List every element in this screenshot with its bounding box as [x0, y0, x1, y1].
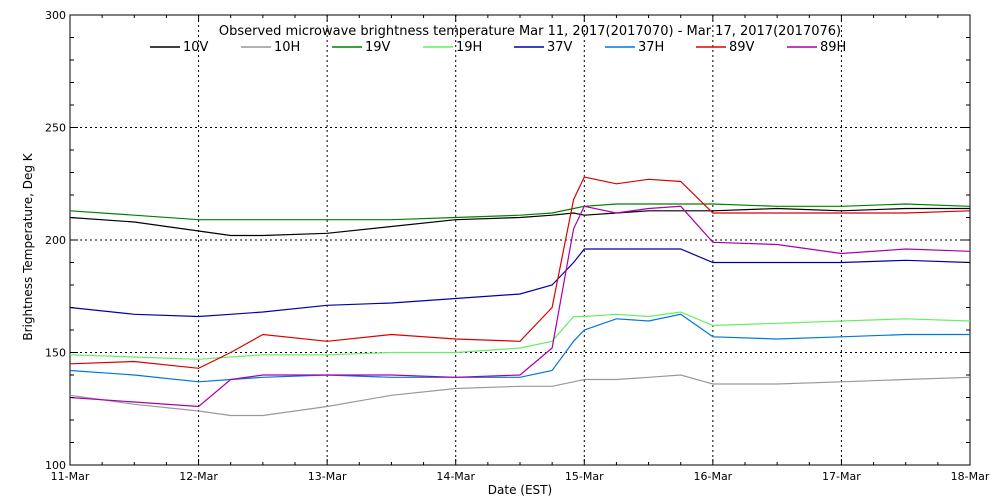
legend-label-19H: 19H	[456, 40, 482, 55]
series-line-89V	[69, 176, 971, 369]
legend-label-37V: 37V	[547, 40, 573, 55]
series-line-37V	[69, 248, 971, 318]
chart-title: Observed microwave brightness temperatur…	[219, 24, 841, 39]
y-tick-label: 100	[45, 459, 66, 472]
series-line-89H	[69, 205, 971, 408]
y-tick-label: 200	[45, 234, 66, 247]
x-axis: 11-Mar 12-Mar 13-Mar 14-Mar 15-Mar 16-Mar 17-M…	[51, 15, 990, 483]
grid	[70, 15, 970, 465]
legend-label-37H: 37H	[638, 40, 664, 55]
series-line-10H	[69, 374, 971, 417]
x-tick-label: 14-Mar	[436, 470, 475, 483]
x-tick-label: 11-Mar	[51, 470, 90, 483]
y-tick-label: 150	[45, 347, 66, 360]
series-line-10V	[69, 207, 970, 237]
legend-label-10V: 10V	[183, 40, 209, 55]
y-tick-label: 300	[45, 9, 66, 22]
y-axis-title: Brightness Temperature, Deg K	[21, 152, 35, 340]
legend-label-10H: 10H	[274, 40, 300, 55]
x-tick-label: 17-Mar	[822, 470, 861, 483]
legend: 10V 10H 19V 19H 37V 37H 89V 89H	[150, 40, 846, 55]
legend-label-89V: 89V	[729, 40, 755, 55]
x-tick-label: 15-Mar	[565, 470, 604, 483]
y-axis: 100 150 200 250 300	[45, 9, 970, 472]
y-tick-label: 250	[45, 122, 66, 135]
legend-label-89H: 89H	[820, 40, 846, 55]
x-tick-label: 12-Mar	[179, 470, 218, 483]
x-tick-label: 18-Mar	[951, 470, 990, 483]
x-axis-title: Date (EST)	[488, 483, 552, 497]
x-tick-label: 16-Mar	[693, 470, 732, 483]
x-tick-label: 13-Mar	[308, 470, 347, 483]
series-line-19H	[69, 311, 971, 360]
legend-label-19V: 19V	[365, 40, 391, 55]
series-group	[69, 176, 971, 417]
series-line-19V	[69, 203, 971, 221]
